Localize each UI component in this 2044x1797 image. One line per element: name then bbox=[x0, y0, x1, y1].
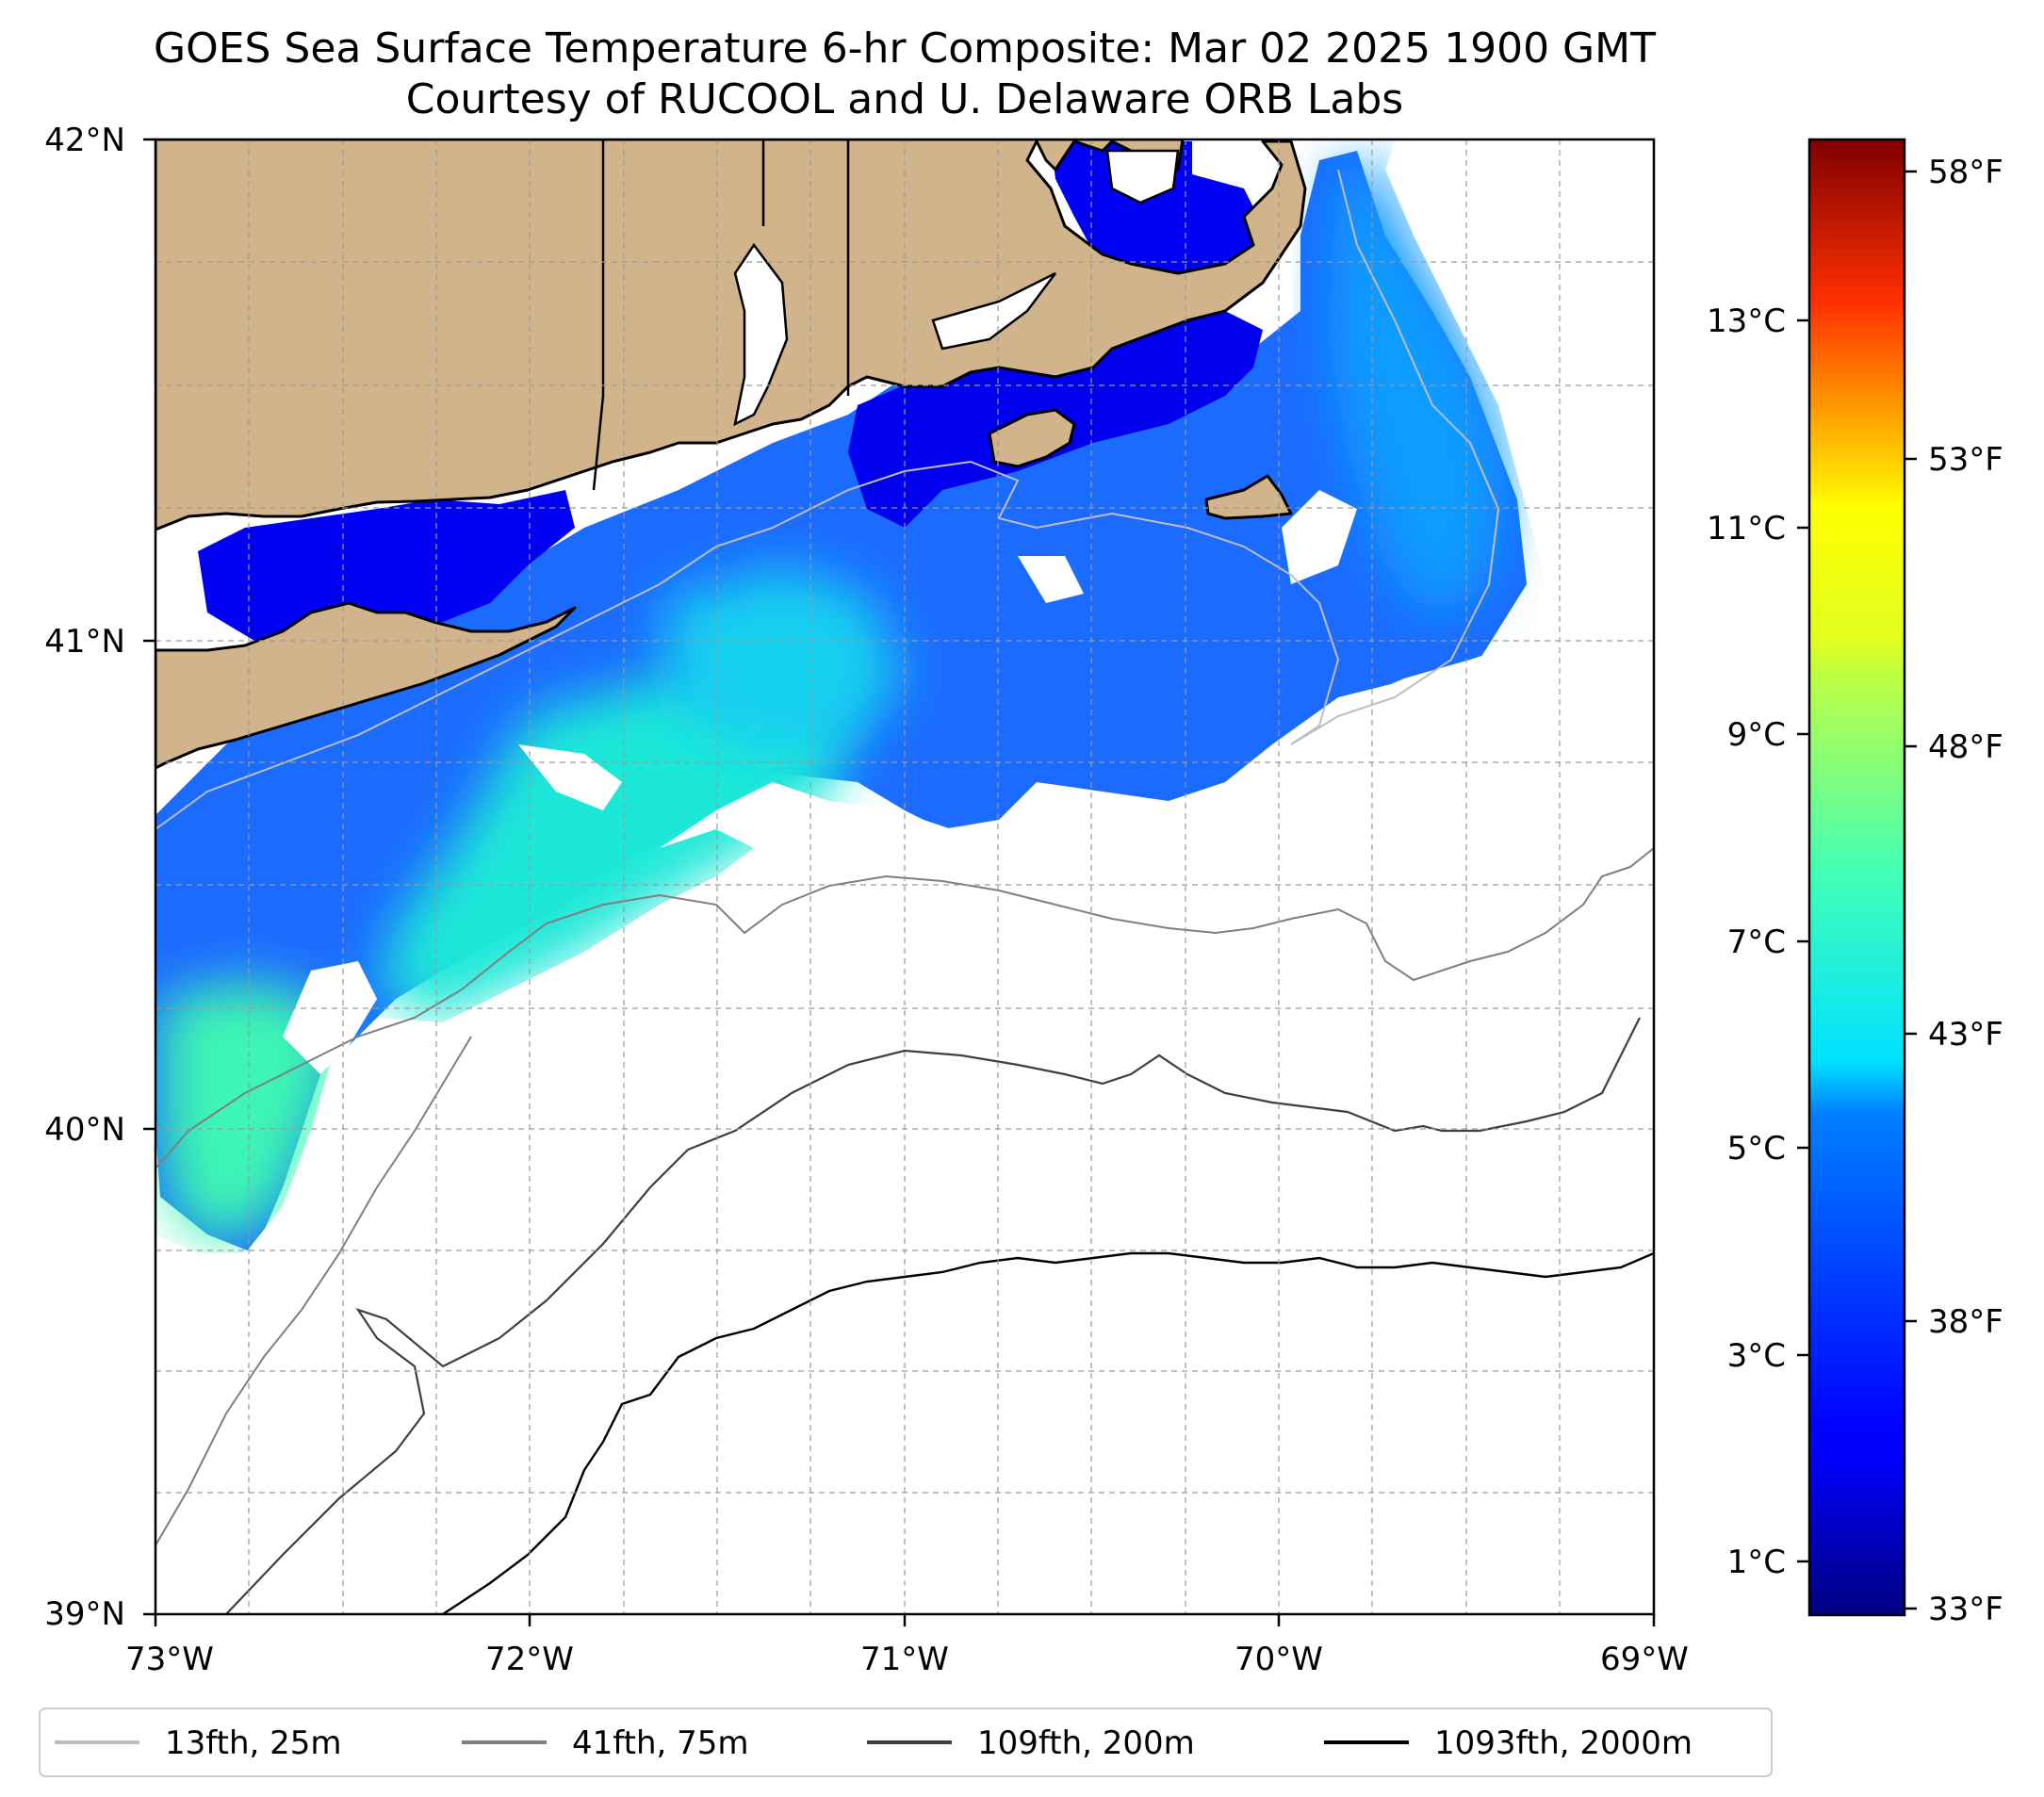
buzzards-bay bbox=[931, 271, 1056, 351]
legend-item-25m: 13fth, 25m bbox=[55, 1724, 342, 1762]
land-marthas-vineyard bbox=[988, 408, 1076, 468]
colorbar-label-9c: 9°C bbox=[1727, 716, 1786, 754]
title-line-1: GOES Sea Surface Temperature 6-hr Compos… bbox=[154, 25, 1656, 73]
colorbar-label-43f: 43°F bbox=[1928, 1016, 2003, 1054]
sst-region-north-deep-blue bbox=[198, 490, 575, 650]
contour-75m-west bbox=[155, 1036, 472, 1546]
sst-region-cyan-plume bbox=[377, 678, 848, 1018]
land-long-island bbox=[155, 601, 577, 770]
colorbar-label-53f: 53°F bbox=[1928, 441, 2003, 479]
colorbar-label-58f: 58°F bbox=[1928, 154, 2003, 191]
lat-label-40n: 40°N bbox=[44, 1111, 125, 1149]
bays bbox=[733, 149, 1180, 427]
land-mainland bbox=[155, 139, 1307, 531]
cloud-gap-shelf bbox=[518, 744, 622, 810]
sst-region-cyan-center bbox=[660, 565, 905, 754]
map-grid bbox=[155, 139, 1654, 1614]
legend-label-75m: 41fth, 75m bbox=[572, 1724, 749, 1762]
sst-region-light-blue-east bbox=[1329, 160, 1508, 622]
state-borders bbox=[592, 139, 850, 491]
colorbar-label-11c: 11°C bbox=[1707, 510, 1786, 547]
legend-label-25m: 13fth, 25m bbox=[165, 1724, 342, 1762]
colorbar-label-33f: 33°F bbox=[1928, 1591, 2003, 1628]
cape-cod-bay bbox=[1105, 149, 1180, 204]
lat-label-41n: 41°N bbox=[44, 623, 125, 661]
lon-label-73w: 73°W bbox=[125, 1641, 214, 1678]
colorbar-label-1c: 1°C bbox=[1727, 1544, 1786, 1581]
colorbar-fahrenheit-ticks bbox=[1905, 170, 1917, 1610]
legend-item-200m: 109fth, 200m bbox=[867, 1724, 1195, 1762]
legend-label-2000m: 1093fth, 2000m bbox=[1434, 1724, 1692, 1762]
axis-labels: 73°W 72°W 71°W 70°W 69°W 42°N 41°N 40°N … bbox=[44, 122, 1689, 1678]
cloud-gap-north-east bbox=[1385, 141, 1654, 584]
colorbar-label-7c: 7°C bbox=[1727, 923, 1786, 961]
lat-label-42n: 42°N bbox=[44, 122, 125, 159]
lon-label-70w: 70°W bbox=[1235, 1641, 1323, 1678]
legend-label-200m: 109fth, 200m bbox=[977, 1724, 1195, 1762]
cloud-gap-sound bbox=[1018, 556, 1084, 603]
colorbar-gradient bbox=[1807, 138, 1906, 1617]
axis-ticks bbox=[143, 138, 1656, 1626]
colorbar-label-3c: 3°C bbox=[1727, 1337, 1786, 1375]
sst-region-bay-deep-blue bbox=[1051, 141, 1272, 283]
lon-label-72w: 72°W bbox=[485, 1641, 574, 1678]
colorbar-celsius-ticks bbox=[1797, 319, 1809, 1563]
legend-item-75m: 41fth, 75m bbox=[462, 1724, 749, 1762]
legend: 13fth, 25m 41fth, 75m 109fth, 200m 1093f… bbox=[39, 1707, 1773, 1777]
colorbar: 13°C 11°C 9°C 7°C 5°C 3°C 1°C 58°F 53°F … bbox=[1707, 138, 2003, 1628]
legend-item-2000m: 1093fth, 2000m bbox=[1324, 1724, 1692, 1762]
lon-label-69w: 69°W bbox=[1600, 1641, 1689, 1678]
lon-label-71w: 71°W bbox=[860, 1641, 949, 1678]
colorbar-label-38f: 38°F bbox=[1928, 1303, 2003, 1341]
border-ct-ri bbox=[592, 139, 605, 491]
colorbar-label-48f: 48°F bbox=[1928, 728, 2003, 766]
colorbar-label-13c: 13°C bbox=[1707, 302, 1786, 340]
colorbar-label-5c: 5°C bbox=[1727, 1130, 1786, 1168]
map-panel bbox=[155, 139, 1654, 1614]
title-line-2: Courtesy of RUCOOL and U. Delaware ORB L… bbox=[406, 75, 1403, 123]
land bbox=[155, 139, 1307, 770]
cloud-gap-coastal bbox=[1282, 490, 1357, 584]
lat-label-39n: 39°N bbox=[44, 1595, 125, 1633]
contour-75m bbox=[155, 847, 1654, 1169]
contour-2000m bbox=[442, 1251, 1654, 1614]
narragansett-bay bbox=[733, 242, 789, 427]
contour-25m bbox=[155, 169, 1500, 830]
cloud-gap-south-west bbox=[283, 961, 377, 1074]
